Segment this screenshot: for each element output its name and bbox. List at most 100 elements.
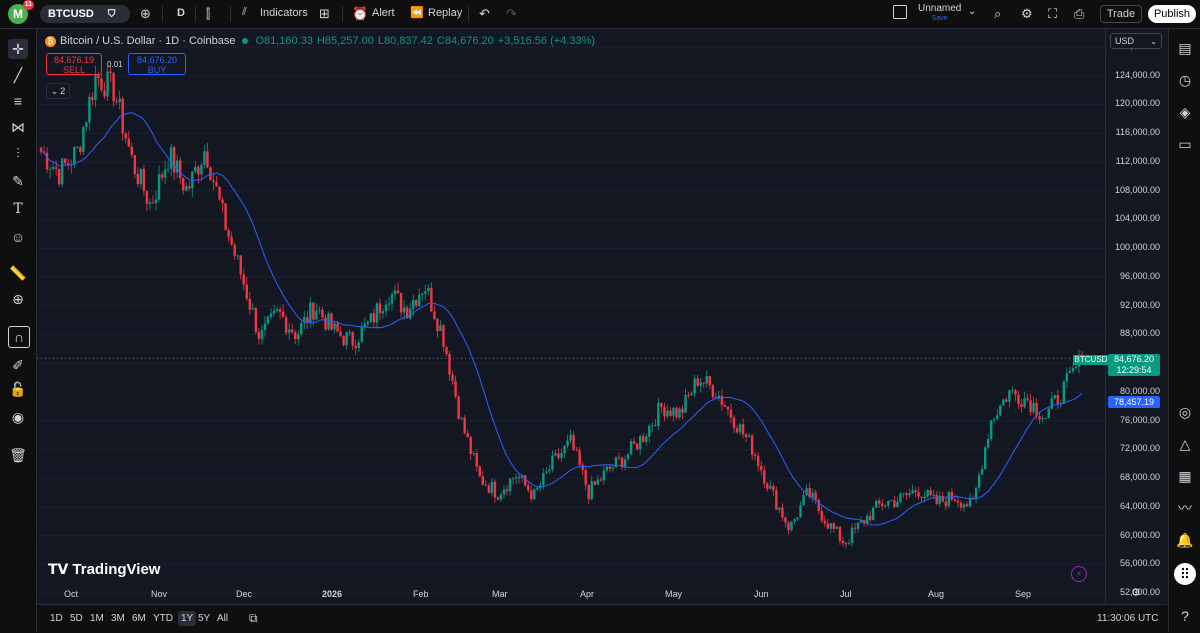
trash-icon[interactable]: 🗑 — [9, 446, 27, 463]
candle-body — [248, 298, 252, 310]
fullscreen-icon[interactable]: ⛶ — [1048, 6, 1058, 21]
price-chart[interactable] — [37, 29, 1105, 604]
range-button-6m[interactable]: 6M — [132, 613, 146, 624]
range-button-1d[interactable]: 1D — [50, 613, 63, 624]
layers-icon[interactable]: ◈ — [1179, 103, 1191, 120]
zoom-in-icon[interactable]: ⊕ — [12, 290, 24, 307]
brush-icon[interactable]: ✎ — [12, 172, 24, 189]
pattern-icon[interactable]: ⋈ — [11, 118, 25, 135]
candle-body — [1011, 390, 1014, 392]
indicators-button[interactable]: Indicators — [260, 7, 308, 19]
lightning-icon[interactable]: ⚡ — [1071, 566, 1087, 582]
indicator-collapse-button[interactable]: ⌄ 2 — [46, 83, 70, 99]
ruler-icon[interactable]: 📏 — [9, 264, 27, 281]
alerts-clock-icon[interactable]: ◷ — [1178, 71, 1192, 88]
trend-line-icon[interactable]: ╱ — [13, 66, 23, 83]
symbol-title[interactable]: Bitcoin / U.S. Dollar · 1D · Coinbase — [60, 35, 236, 47]
undo-icon[interactable]: ↶ — [479, 6, 490, 21]
help-icon[interactable]: ? — [1181, 608, 1189, 624]
candle-body — [769, 485, 772, 489]
candle-body — [702, 382, 705, 384]
range-button-5d[interactable]: 5D — [70, 613, 83, 624]
candle-body — [750, 435, 754, 455]
calendar-icon[interactable]: ▦ — [1178, 467, 1192, 484]
alarm-clock-icon[interactable]: ⏰ — [352, 6, 369, 21]
candle-body — [581, 464, 584, 470]
candle-body — [699, 382, 702, 386]
templates-icon[interactable]: ⊞ — [319, 6, 330, 21]
lock-icon[interactable]: 🔓 — [9, 380, 27, 397]
replay-button[interactable]: Replay — [428, 7, 463, 19]
candle-body — [829, 523, 833, 529]
chevron-down-icon[interactable]: ⌄ — [968, 6, 977, 17]
replay-icon[interactable]: ⏪ — [410, 7, 424, 19]
forecast-icon[interactable]: ⫶ — [16, 144, 20, 161]
publish-button[interactable]: Publish — [1148, 5, 1196, 23]
candle-body — [194, 167, 197, 172]
candle-body — [1026, 398, 1029, 401]
layout-square-icon[interactable] — [893, 5, 907, 19]
sell-button[interactable]: 84,676.19 SELL — [46, 53, 102, 75]
range-button-1m[interactable]: 1M — [90, 613, 104, 624]
candle-body — [539, 485, 542, 488]
candle-body — [838, 526, 842, 541]
price-axis[interactable]: 52,000.00 56,000.00 60,000.00 64,000.00 68,0… — [1105, 29, 1168, 604]
candles-icon[interactable]: ⫿ — [206, 6, 211, 21]
watchlist-icon[interactable]: ▤ — [1178, 39, 1192, 56]
range-button-5y[interactable]: 5Y — [198, 613, 211, 624]
target-icon[interactable]: ◎ — [1178, 403, 1192, 420]
candle-body — [605, 466, 609, 471]
chat-icon[interactable]: ▭ — [1178, 135, 1192, 152]
candle-body — [73, 147, 76, 165]
range-button-all[interactable]: All — [217, 613, 229, 624]
chart-settings-icon[interactable]: ⚙ — [1131, 587, 1141, 599]
interval-button[interactable]: D — [177, 7, 185, 19]
layout-name[interactable]: Unnamed Save — [918, 4, 961, 24]
alert-button[interactable]: Alert — [372, 7, 395, 19]
candle-body — [575, 449, 578, 451]
eye-icon[interactable]: ◉ — [11, 408, 25, 425]
candle-body — [363, 324, 366, 327]
candle-body — [693, 378, 696, 394]
fib-retracement-icon[interactable]: ≡ — [13, 93, 23, 109]
signal-icon[interactable]: 〰 — [1178, 500, 1192, 516]
emoji-icon[interactable]: ☺ — [10, 229, 26, 245]
magnet-icon[interactable]: ∩ — [8, 326, 30, 348]
range-button-3m[interactable]: 3M — [111, 613, 125, 624]
candle-body — [278, 309, 282, 312]
redo-icon[interactable]: ↷ — [506, 6, 517, 21]
utc-clock[interactable]: 11:30:06 UTC — [1097, 613, 1159, 624]
settings-icon[interactable]: ⚙ — [1021, 6, 1033, 21]
user-avatar[interactable]: M 11 — [8, 0, 34, 24]
candle-body — [360, 326, 363, 343]
moving-average-price-tag: 78,457.19 — [1108, 396, 1160, 408]
bell-icon[interactable]: 🔔 — [1176, 531, 1194, 548]
price-axis-label: 72,000.00 — [1119, 443, 1160, 454]
symbol-search[interactable]: BTCUSD ⛉ — [40, 5, 130, 23]
candle-body — [569, 434, 572, 441]
range-button-1y[interactable]: 1Y — [178, 611, 197, 626]
candle-body — [787, 522, 790, 531]
add-symbol-icon[interactable]: ⊕ — [140, 6, 151, 21]
camera-icon[interactable]: ⎙ — [1074, 6, 1085, 21]
candle-body — [938, 495, 941, 504]
apps-grid-icon[interactable]: ⠿ — [1174, 563, 1196, 585]
date-range-calendar-icon[interactable]: ⧉ — [249, 611, 258, 625]
candle-body — [572, 434, 575, 450]
lock-drawing-icon[interactable]: ✐ — [12, 356, 24, 373]
crosshair-icon[interactable]: ✛ — [8, 39, 28, 59]
candle-body — [79, 146, 82, 152]
quick-search-icon[interactable]: ⌕ — [994, 6, 1002, 21]
candle-body — [542, 472, 545, 486]
candle-body — [496, 497, 500, 500]
chart-pane[interactable] — [37, 29, 1105, 604]
indicators-icon[interactable]: ⫽ — [242, 6, 247, 18]
buy-button[interactable]: 84,676.20 BUY — [128, 53, 186, 75]
ideas-icon[interactable]: △ — [1179, 435, 1191, 452]
trade-button[interactable]: Trade — [1100, 5, 1142, 23]
range-button-ytd[interactable]: YTD — [153, 613, 173, 624]
currency-select[interactable]: USD ⌄ — [1110, 33, 1162, 49]
candle-body — [163, 169, 167, 178]
candle-body — [732, 417, 736, 429]
text-icon[interactable]: T — [13, 201, 23, 217]
